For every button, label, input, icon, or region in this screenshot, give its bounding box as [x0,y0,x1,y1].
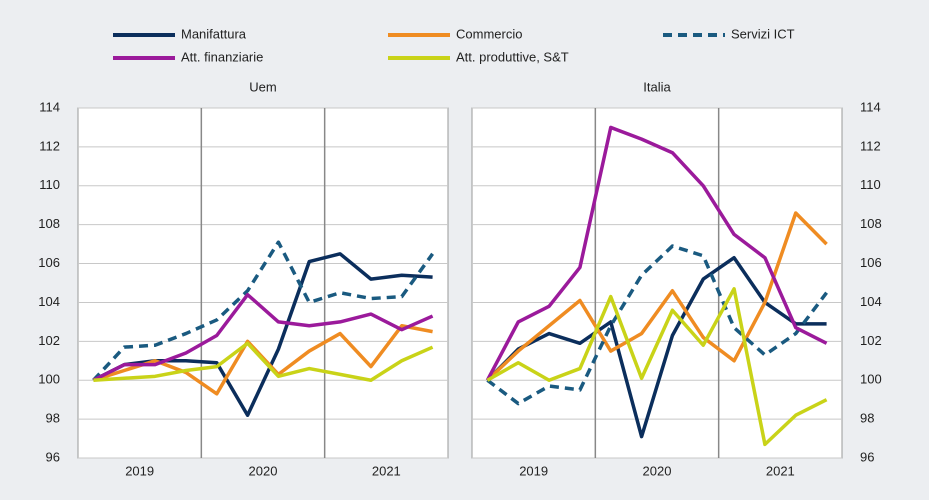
series-line [486,287,828,447]
y-tick-label: 104 [860,294,882,309]
y-tick-label: 100 [860,372,882,387]
y-tick-label: 114 [39,99,60,114]
y-tick-label: 108 [860,216,882,231]
y-tick-label: 102 [860,333,882,348]
y-tick-label: 106 [38,255,60,270]
panel-title: Italia [643,79,671,94]
series-line [92,240,435,382]
x-tick-label: 2021 [372,463,401,478]
series-line [486,255,827,439]
y-tick-label: 112 [39,138,60,153]
y-tick-label: 102 [38,333,60,348]
y-tick-label: 110 [860,177,881,192]
y-tick-label: 96 [46,449,60,464]
y-tick-label: 110 [39,177,60,192]
legend-label: Manifattura [181,26,247,41]
y-tick-label: 98 [46,411,60,426]
x-tick-label: 2020 [643,463,672,478]
series-line [485,125,828,382]
series-line [92,292,434,382]
series-line [486,244,828,406]
legend-label: Servizi ICT [731,26,795,41]
y-tick-label: 98 [860,411,874,426]
series-line [486,211,828,382]
legend-label: Att. produttive, S&T [456,49,569,64]
x-tick-label: 2019 [519,463,548,478]
panel-title: Uem [249,79,276,94]
y-tick-label: 112 [860,138,881,153]
x-tick-label: 2020 [249,463,278,478]
y-tick-label: 106 [860,255,882,270]
y-tick-label: 114 [860,99,881,114]
legend-label: Att. finanziarie [181,49,263,64]
y-tick-label: 96 [860,449,874,464]
series-line [93,341,434,382]
x-tick-label: 2019 [125,463,154,478]
y-tick-label: 108 [38,216,60,231]
y-tick-label: 100 [38,372,60,387]
legend-label: Commercio [456,26,522,41]
plot-area [77,107,449,459]
y-tick-label: 104 [38,294,60,309]
plot-area [471,107,843,459]
x-tick-label: 2021 [766,463,795,478]
